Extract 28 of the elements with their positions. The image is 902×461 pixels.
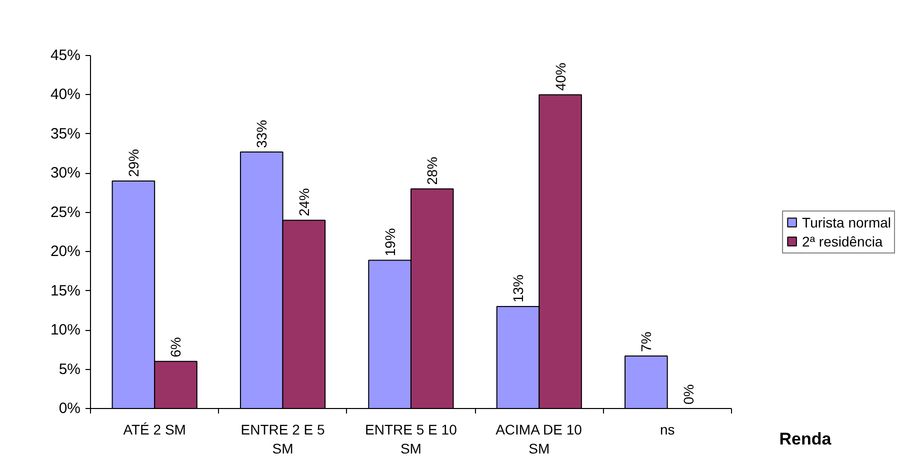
data-label: 33% — [254, 120, 270, 148]
y-tick-label: 0% — [58, 400, 81, 417]
y-tick-label: 20% — [50, 243, 81, 260]
data-label: 13% — [510, 274, 526, 303]
x-tick-label: ACIMA DE 10 SM — [496, 422, 582, 457]
data-label: 0% — [680, 384, 696, 404]
y-tick-label: 25% — [50, 204, 81, 221]
data-label: 40% — [552, 62, 568, 91]
data-label: 6% — [168, 337, 184, 358]
data-label: 28% — [424, 156, 440, 185]
y-tick-label: 15% — [50, 282, 81, 300]
data-label: 29% — [125, 148, 142, 178]
data-label: 24% — [296, 188, 312, 216]
y-tick-label: 45% — [50, 47, 81, 64]
y-tick-label: 40% — [50, 86, 81, 104]
legend-label: 2ª residência — [802, 233, 883, 249]
y-tick-label: 5% — [58, 360, 81, 378]
data-label: 19% — [382, 228, 398, 256]
legend-label: Turista normal — [802, 214, 891, 230]
x-axis-title: Renda — [779, 430, 832, 448]
x-tick-label: ENTRE 2 E 5 SM — [240, 422, 326, 457]
x-tick-label: ENTRE 5 E 10 SM — [365, 422, 458, 457]
y-tick-label: 10% — [50, 322, 81, 339]
x-tick-label: ATÉ 2 SM — [123, 422, 186, 438]
x-tick-label: ns — [660, 422, 675, 438]
data-label: 7% — [638, 332, 654, 352]
y-tick-label: 35% — [50, 125, 81, 142]
y-tick-label: 30% — [50, 164, 81, 182]
